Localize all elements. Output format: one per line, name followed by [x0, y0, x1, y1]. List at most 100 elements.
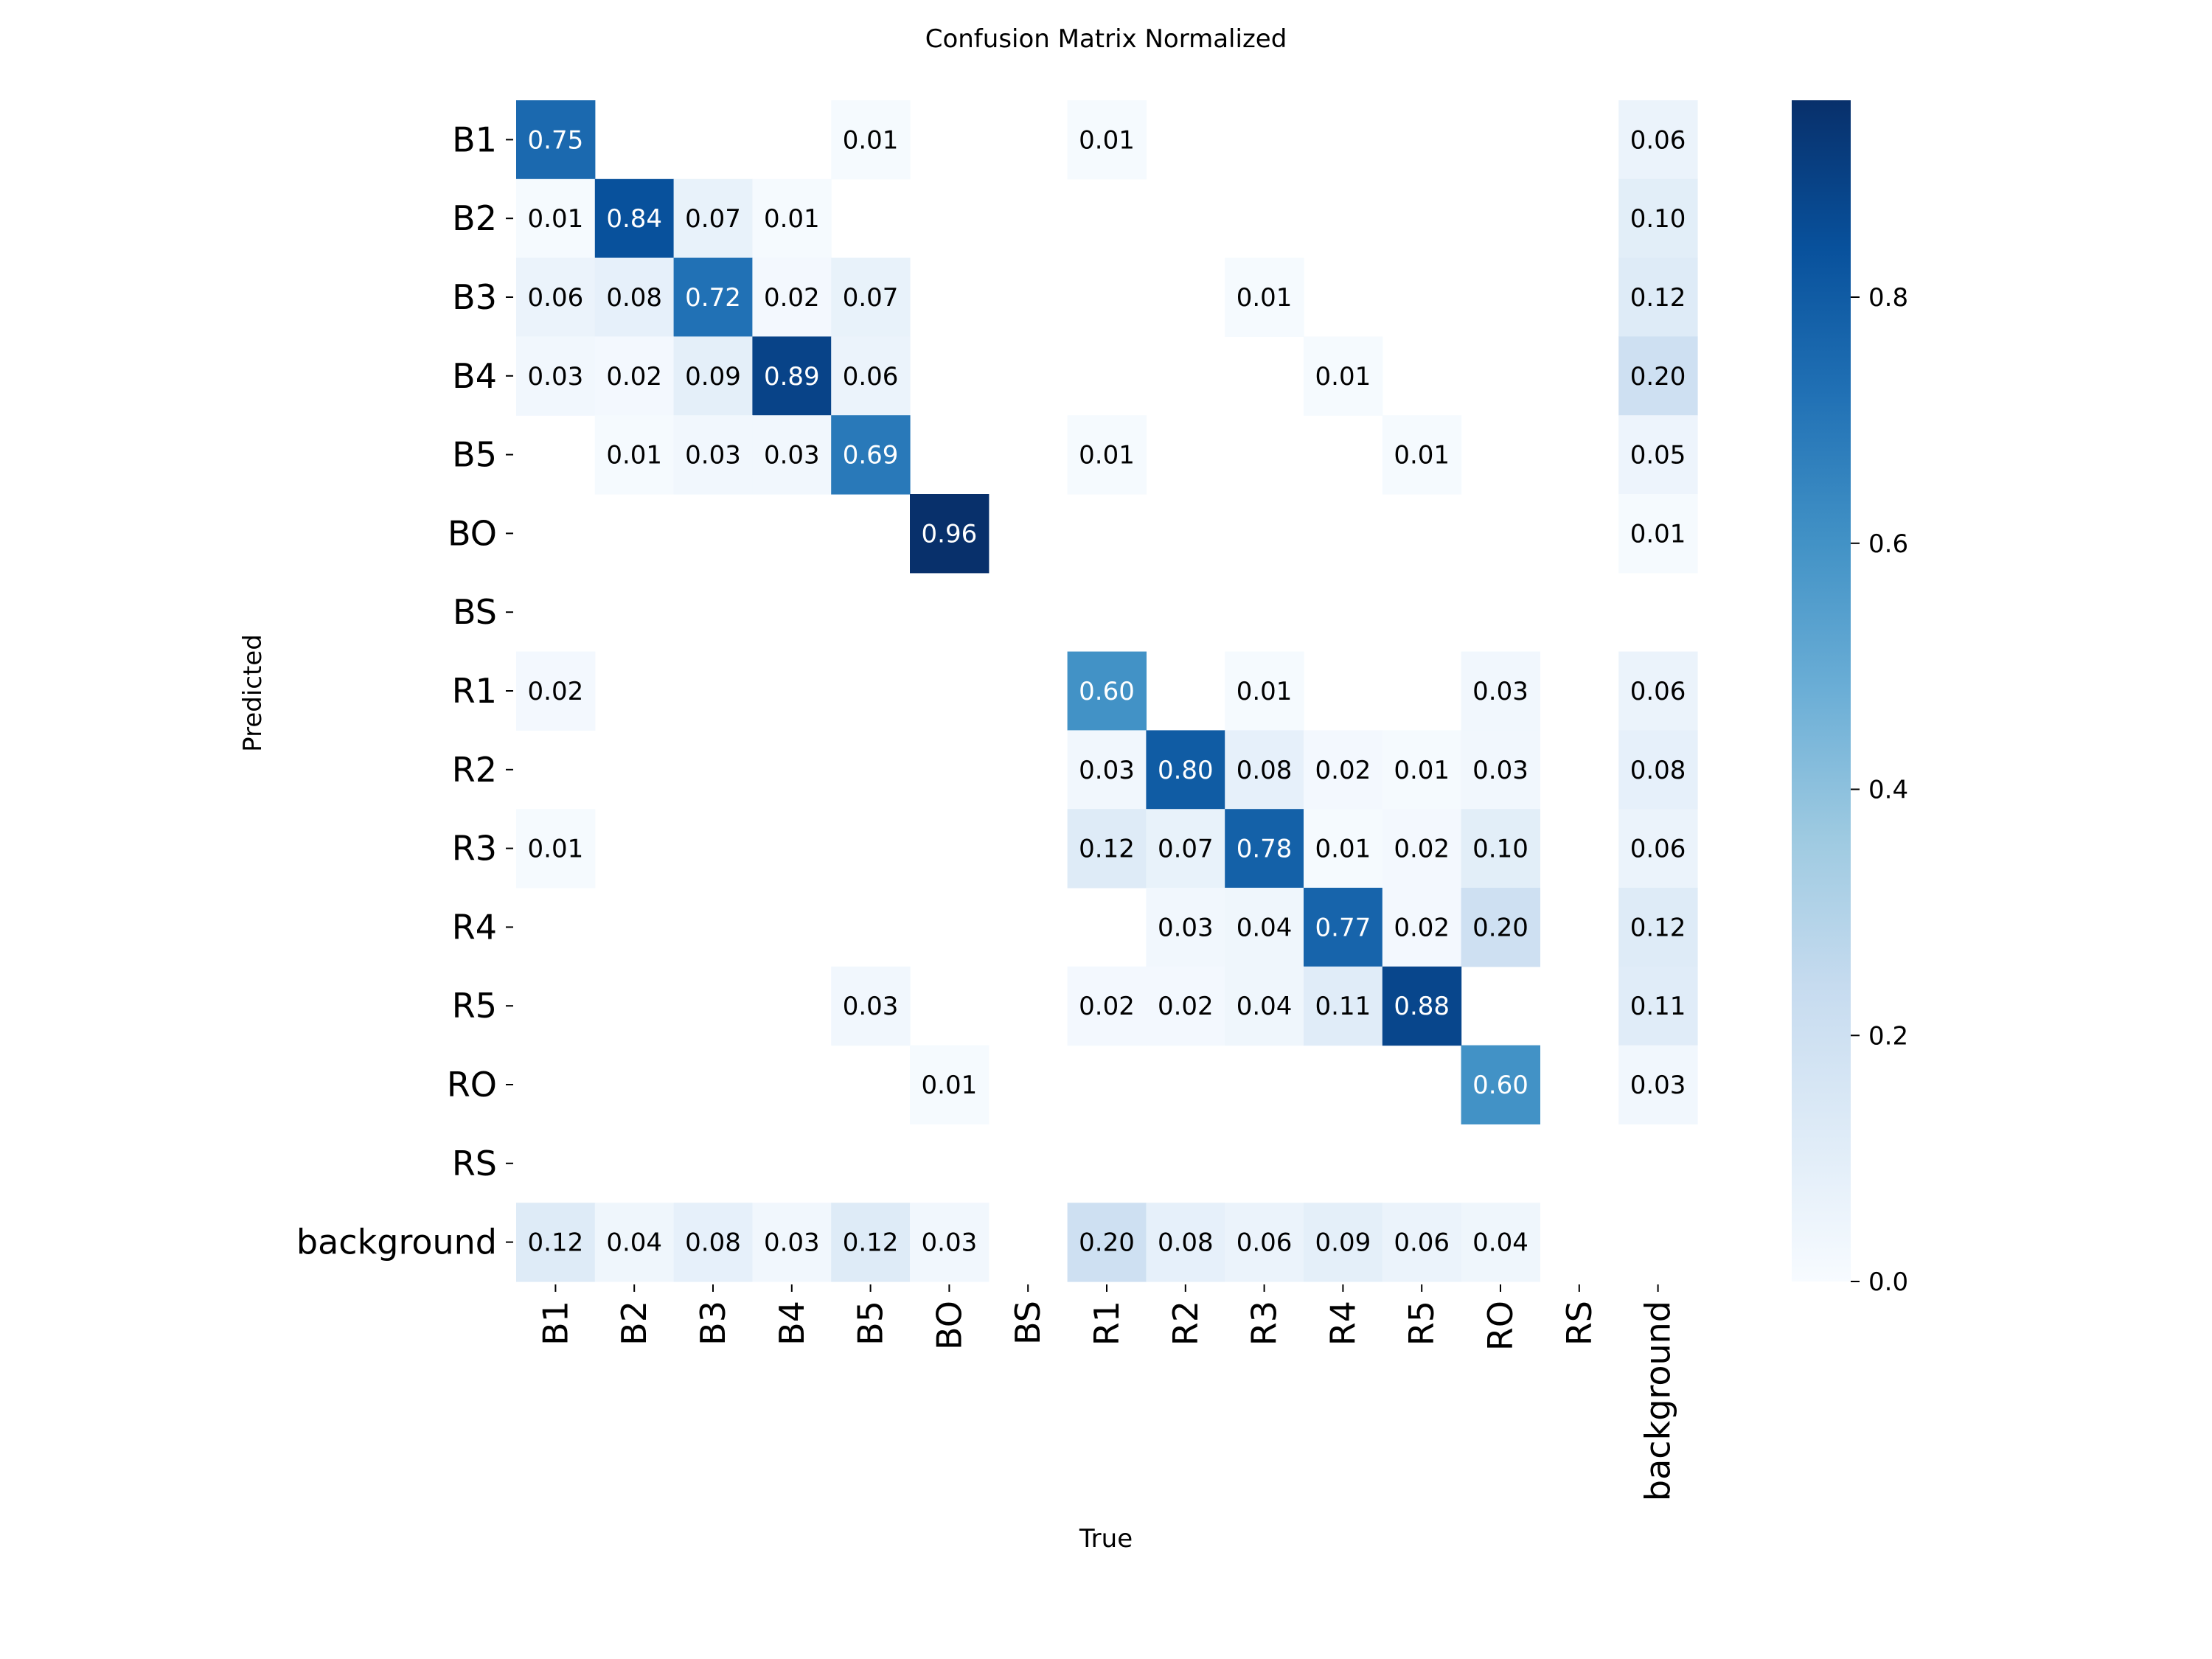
cell-value-label: 0.11 [1630, 992, 1686, 1021]
cell-value-label: 0.03 [1472, 677, 1528, 706]
cell-value-label: 0.01 [1315, 835, 1371, 864]
heatmap-cell [1304, 336, 1383, 416]
cell-value-label: 0.12 [1079, 835, 1135, 864]
x-tick-label: B5 [851, 1301, 891, 1346]
y-tick-label: R2 [452, 750, 497, 790]
cell-value-label: 0.84 [606, 204, 662, 234]
heatmap-cell [1618, 178, 1698, 259]
heatmap-cell [673, 415, 753, 495]
heatmap-cell [1067, 809, 1147, 888]
cell-value-label: 0.03 [1158, 913, 1214, 942]
heatmap-cell [1067, 100, 1147, 180]
heatmap-cell [516, 336, 596, 416]
cell-value-label: 0.01 [1315, 362, 1371, 392]
heatmap-cell [1146, 809, 1225, 888]
heatmap-cell [910, 494, 990, 574]
heatmap-cell [1067, 1203, 1147, 1282]
heatmap-cell [673, 178, 753, 259]
y-tick-label: BS [453, 592, 497, 632]
y-tick-label: B4 [452, 356, 497, 396]
cell-value-label: 0.08 [1158, 1228, 1214, 1258]
heatmap-cell [1067, 966, 1147, 1046]
heatmap-cell [1304, 888, 1383, 967]
cell-value-label: 0.06 [843, 362, 899, 392]
cell-value-label: 0.02 [1394, 835, 1450, 864]
heatmap-cell [1618, 100, 1698, 180]
cell-value-label: 0.09 [1315, 1228, 1371, 1258]
heatmap-cell [1461, 651, 1540, 731]
heatmap-cell [752, 257, 832, 337]
cell-value-label: 0.03 [528, 362, 584, 392]
y-tick-label: background [296, 1222, 497, 1262]
heatmap-cell [1618, 494, 1698, 574]
cell-value-label: 0.88 [1394, 992, 1450, 1021]
cell-value-label: 0.04 [1237, 913, 1293, 942]
colorbar-tick-label: 0.2 [1868, 1021, 1908, 1051]
colorbar [1792, 100, 1851, 1281]
cell-value-label: 0.05 [1630, 441, 1686, 470]
y-tick-label: RO [447, 1065, 497, 1105]
colorbar-tick-label: 0.4 [1868, 776, 1908, 805]
heatmap-cell [673, 1203, 753, 1282]
x-tick-label: B2 [614, 1301, 654, 1346]
cell-value-label: 0.06 [528, 283, 584, 313]
cell-value-label: 0.02 [528, 677, 584, 706]
heatmap-cell [1146, 730, 1225, 810]
cell-value-label: 0.06 [1394, 1228, 1450, 1258]
cell-value-label: 0.08 [606, 283, 662, 313]
x-tick-label: R2 [1166, 1301, 1206, 1346]
heatmap-cell [1067, 651, 1147, 731]
heatmap-cell [1382, 966, 1462, 1046]
cell-value-label: 0.80 [1158, 756, 1214, 785]
heatmap-cell [516, 257, 596, 337]
heatmap-cell [752, 336, 832, 416]
y-tick-label: B2 [452, 198, 497, 238]
heatmap-cell [1067, 730, 1147, 810]
heatmap-cell [516, 178, 596, 259]
x-tick-label: B4 [772, 1301, 812, 1346]
cell-value-label: 0.07 [1158, 835, 1214, 864]
x-tick-label: BS [1008, 1301, 1048, 1345]
cell-value-label: 0.08 [1237, 756, 1293, 785]
y-tick-labels: B1 B2 B3 B4 B5 BO BS R1 R2 R3 R4 R5 RO RS background [296, 119, 513, 1262]
cell-value-label: 0.07 [843, 283, 899, 313]
cell-value-label: 0.12 [1630, 913, 1686, 942]
x-tick-label: RS [1559, 1301, 1599, 1346]
cell-value-label: 0.03 [685, 441, 741, 470]
heatmap-cell [1461, 1045, 1540, 1124]
x-tick-label: BO [929, 1301, 969, 1350]
heatmap-cells: 0.75 0.01 0.01 0.06 0.01 0.84 0.07 0.01 0.10 0.06… [516, 100, 1698, 1282]
heatmap-cell [752, 415, 832, 495]
cell-value-label: 0.20 [1472, 913, 1528, 942]
cell-value-label: 0.03 [1472, 756, 1528, 785]
heatmap-cell [594, 257, 675, 337]
cell-value-label: 0.01 [528, 204, 584, 234]
heatmap-cell [1618, 888, 1698, 967]
colorbar-tick-label: 0.8 [1868, 283, 1908, 313]
heatmap-cell [1618, 336, 1698, 416]
heatmap-cell [1618, 415, 1698, 495]
y-tick-label: R3 [452, 829, 497, 869]
heatmap-cell [516, 1203, 596, 1282]
cell-value-label: 0.02 [764, 283, 820, 313]
cell-value-label: 0.60 [1079, 677, 1135, 706]
cell-value-label: 0.03 [764, 1228, 820, 1258]
cell-value-label: 0.01 [843, 125, 899, 155]
cell-value-label: 0.01 [922, 1071, 978, 1100]
heatmap-cell [752, 178, 832, 259]
cell-value-label: 0.20 [1630, 362, 1686, 392]
heatmap-cell [1382, 1203, 1462, 1282]
heatmap-cell [516, 100, 596, 180]
heatmap-cell [831, 336, 911, 416]
heatmap-cell [1618, 966, 1698, 1046]
heatmap-cell [673, 257, 753, 337]
cell-value-label: 0.20 [1079, 1228, 1135, 1258]
cell-value-label: 0.03 [843, 992, 899, 1021]
heatmap-cell [831, 100, 911, 180]
cell-value-label: 0.04 [1237, 992, 1293, 1021]
heatmap-cell [1304, 809, 1383, 888]
cell-value-label: 0.78 [1237, 835, 1293, 864]
chart-title: Confusion Matrix Normalized [925, 24, 1287, 54]
cell-value-label: 0.12 [528, 1228, 584, 1258]
